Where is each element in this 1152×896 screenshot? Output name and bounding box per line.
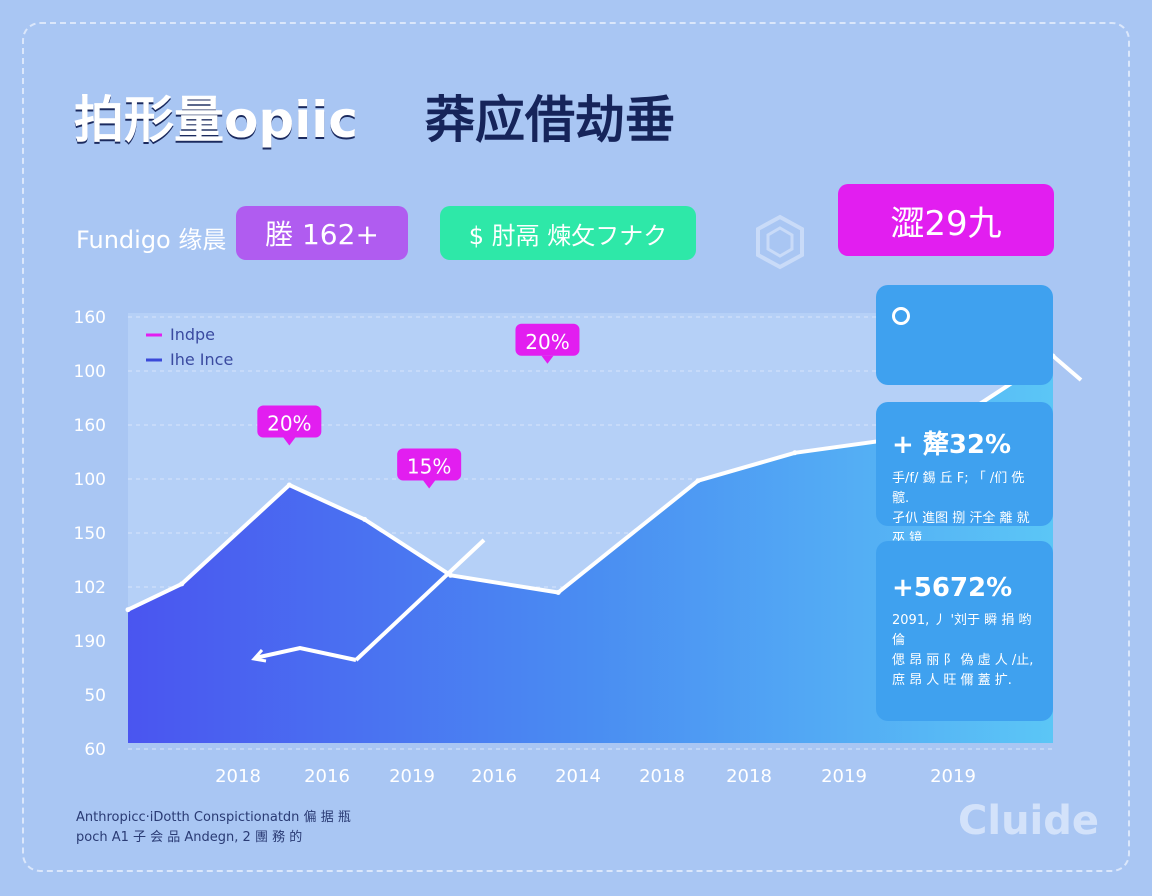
callout-pointer — [423, 480, 436, 489]
legend-label: Ihe Ince — [170, 350, 233, 369]
footer-line: poch A1 子 会 品 Andegn, 2 團 務 的 — [76, 830, 303, 845]
y-tick-label: 102 — [74, 578, 106, 598]
funding-pill-count: 塍 162+ — [236, 206, 408, 260]
y-tick-label: 100 — [74, 362, 106, 382]
stat-card-top — [876, 285, 1053, 385]
callout-label: 15% — [407, 455, 451, 479]
hexagon-icon — [756, 214, 804, 270]
dashed-frame — [22, 22, 1130, 872]
callout-box — [515, 323, 580, 356]
funding-pill-highlight: 澀29九 — [838, 184, 1054, 256]
brand-logo: Cluide — [958, 798, 1100, 844]
callout-box — [257, 405, 322, 438]
x-tick-label: 2019 — [389, 766, 435, 787]
data-point — [555, 590, 561, 595]
arrow-line — [354, 538, 486, 662]
data-point — [286, 482, 292, 488]
x-tick-label: 2018 — [639, 766, 685, 787]
callout-pointer — [541, 355, 554, 364]
callout-pointer — [283, 437, 296, 446]
x-tick-label: 2018 — [726, 766, 772, 787]
data-point — [792, 450, 798, 456]
callout-label: 20% — [267, 412, 311, 436]
stat-value: +5672% — [892, 573, 1013, 603]
series-area — [128, 356, 1053, 743]
x-tick-label: 2016 — [471, 766, 517, 787]
stat-card-2: +5672% 2091, 丿 '刘于 瞬 捐 哟 倫 偲 昂 丽 阝 偽 虛 人… — [876, 541, 1053, 721]
arrow-line — [254, 645, 357, 662]
data-point — [125, 607, 131, 613]
y-tick-label: 150 — [74, 524, 106, 544]
funding-pill-dollar: $ 肘鬲 煉攵フナク — [440, 206, 696, 260]
footer-line: Anthropicc·iDotth Conspictionatdn 偏 据 瓶 — [76, 810, 351, 825]
data-point — [362, 516, 368, 522]
callout-box — [397, 448, 462, 481]
data-point — [179, 581, 185, 587]
circle-icon — [892, 307, 910, 325]
y-tick-label: 160 — [74, 308, 106, 328]
y-tick-label: 160 — [74, 416, 106, 436]
title-right: 莽应借劫垂 — [425, 91, 675, 149]
stat-text: 偲 昂 丽 阝 偽 虛 人 /止, — [892, 653, 1034, 668]
data-point — [448, 572, 454, 578]
footer-credit: Anthropicc·iDotth Conspictionatdn 偏 据 瓶 … — [76, 808, 351, 848]
x-tick-label: 2014 — [555, 766, 601, 787]
x-tick-label: 2018 — [215, 766, 261, 787]
data-point — [695, 478, 701, 484]
stat-text: 庶 昂 人 旺 儞 蓋 扩. — [892, 673, 1012, 688]
y-tick-label: 100 — [74, 470, 106, 490]
stat-card-1: + 犛32% 手/f/ 錫 丘 F; 「 /们 侁 髋. 孑仈 進图 捌 汗全 … — [876, 402, 1053, 546]
callout-label: 20% — [525, 330, 569, 354]
title-left: 拍形量opiic — [74, 91, 359, 149]
y-tick-label: 50 — [84, 686, 106, 706]
stat-text: 手/f/ 錫 丘 F; 「 /们 侁 髋. — [892, 471, 1025, 506]
funding-label: Fundigo 缘晨 — [76, 226, 227, 254]
x-tick-label: 2016 — [304, 766, 350, 787]
x-tick-label: 2019 — [930, 766, 976, 787]
arrow-head-icon — [251, 649, 267, 663]
y-tick-label: 60 — [84, 740, 106, 760]
legend-label: Indpe — [170, 325, 215, 344]
x-tick-label: 2019 — [821, 766, 867, 787]
stat-value: + 犛32% — [892, 430, 1012, 460]
y-tick-label: 190 — [74, 632, 106, 652]
stat-text: 2091, 丿 '刘于 瞬 捐 哟 倫 — [892, 613, 1032, 648]
